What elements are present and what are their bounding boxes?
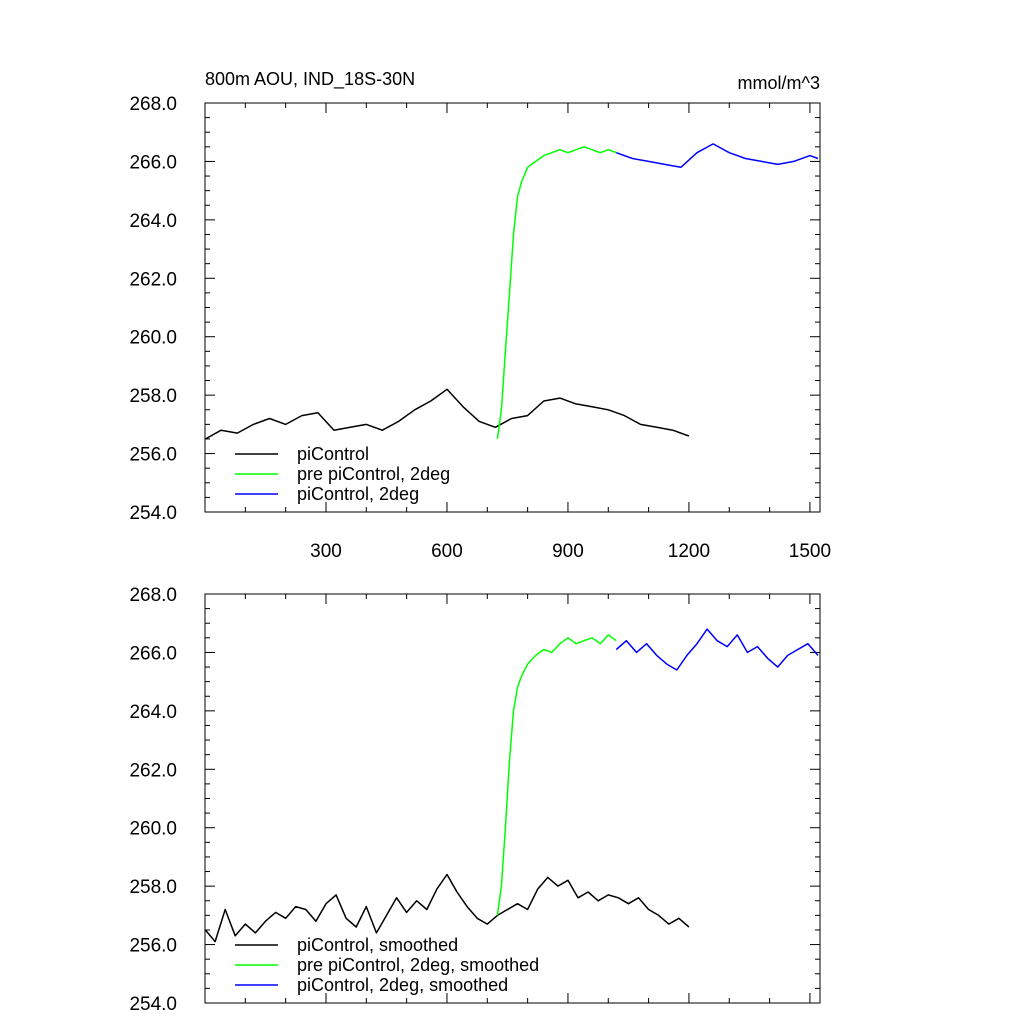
y-tick-label: 266.0 bbox=[129, 152, 177, 173]
legend-label: piControl, smoothed bbox=[297, 935, 458, 955]
legend-label: piControl, 2deg bbox=[297, 484, 419, 504]
series-line-1 bbox=[205, 388, 690, 440]
y-tick-label: 264.0 bbox=[129, 702, 177, 723]
y-tick-label: 264.0 bbox=[129, 211, 177, 232]
chart-title: 800m AOU, IND_18S-30N bbox=[205, 69, 415, 90]
series-line-2 bbox=[496, 146, 617, 440]
series-line-2 bbox=[496, 634, 617, 916]
y-tick-label: 262.0 bbox=[129, 760, 177, 781]
y-tick-label: 266.0 bbox=[129, 643, 177, 664]
y-tick-label: 268.0 bbox=[129, 585, 177, 606]
y-tick-label: 262.0 bbox=[129, 269, 177, 290]
y-tick-label: 260.0 bbox=[129, 328, 177, 349]
x-tick-label: 900 bbox=[552, 541, 584, 562]
bottom-panel: 254.0 256.0 258.0 260.0 262.0 264.0 266.0 268.0… bbox=[129, 585, 821, 1015]
units-label: mmol/m^3 bbox=[738, 73, 820, 93]
legend-label: pre piControl, 2deg, smoothed bbox=[297, 955, 539, 975]
x-tick-label: 1500 bbox=[789, 541, 831, 562]
series-line-3 bbox=[616, 143, 819, 169]
legend-label: piControl, 2deg, smoothed bbox=[297, 975, 508, 995]
y-tick-label: 254.0 bbox=[129, 994, 177, 1015]
y-tick-label: 260.0 bbox=[129, 819, 177, 840]
y-tick-label: 258.0 bbox=[129, 386, 177, 407]
top-panel: 254.0 256.0 258.0 260.0 262.0 264.0 266.0 268.0… bbox=[129, 69, 831, 562]
y-tick-label: 256.0 bbox=[129, 445, 177, 466]
y-tick-label: 258.0 bbox=[129, 877, 177, 898]
series-line-1 bbox=[204, 873, 690, 943]
y-tick-label: 268.0 bbox=[129, 94, 177, 115]
y-tick-label: 254.0 bbox=[129, 503, 177, 524]
y-tick-label: 256.0 bbox=[129, 936, 177, 957]
series-line-3 bbox=[615, 628, 819, 671]
legend-label: pre piControl, 2deg bbox=[297, 464, 450, 484]
legend-label: piControl bbox=[297, 444, 369, 464]
x-tick-label: 1200 bbox=[668, 541, 710, 562]
x-tick-label: 600 bbox=[431, 541, 463, 562]
x-tick-label: 300 bbox=[310, 541, 342, 562]
